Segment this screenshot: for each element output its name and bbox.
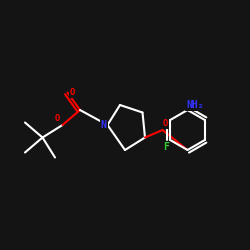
Text: N: N [101,120,107,130]
Text: O: O [55,114,60,123]
Text: O: O [70,88,75,97]
Text: NH₂: NH₂ [186,100,204,110]
Text: O: O [162,119,168,128]
Text: F: F [164,142,169,152]
